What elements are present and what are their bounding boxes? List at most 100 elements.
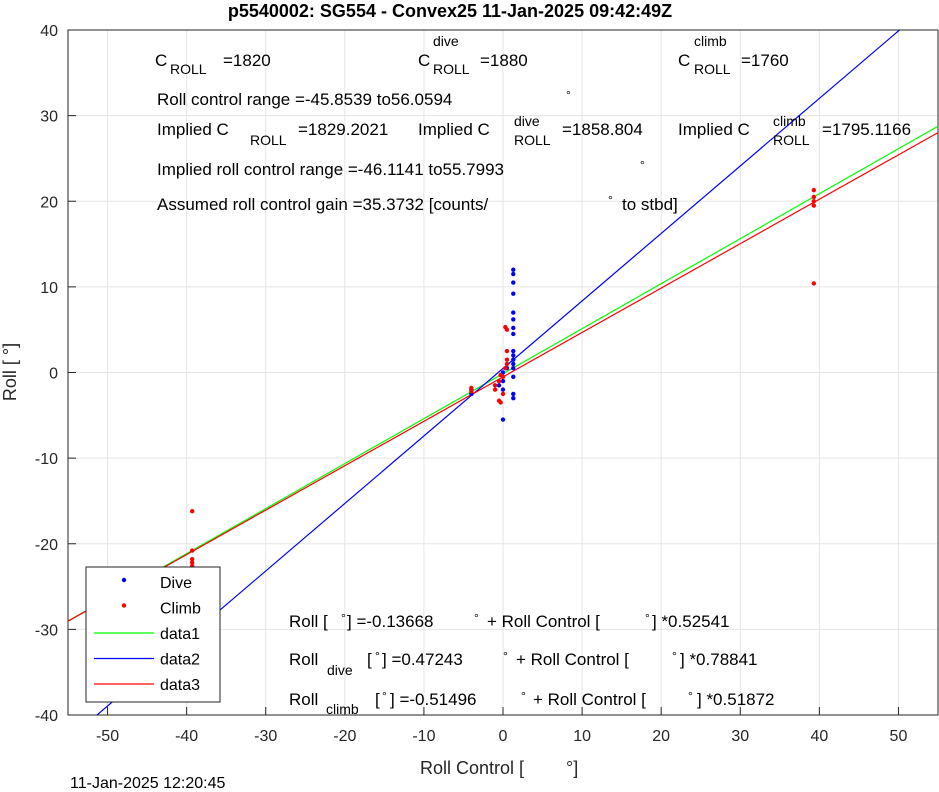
data-point xyxy=(511,374,516,379)
annotation: dive xyxy=(433,33,459,49)
annotation: Roll xyxy=(289,650,318,669)
annotation: Roll [ xyxy=(289,612,328,631)
annotation: Implied C xyxy=(678,120,750,139)
axes-box xyxy=(67,29,939,716)
annotation: Roll control range =-45.8539 to56.0594 xyxy=(157,90,452,109)
annotation: ° xyxy=(503,649,508,663)
data-point xyxy=(500,378,506,384)
data-point xyxy=(500,417,506,422)
data-point xyxy=(492,387,498,392)
data-point xyxy=(511,357,516,362)
legend-swatch xyxy=(121,577,127,583)
annotation: ] *0.51872 xyxy=(697,690,775,709)
chart-title: p5540002: SG554 - Convex25 11-Jan-2025 0… xyxy=(228,1,672,21)
data-point xyxy=(511,271,516,277)
annotation: ° xyxy=(375,649,380,663)
annotation: Implied roll control range =-46.1141 to5… xyxy=(157,160,504,179)
annotation: [ xyxy=(375,690,380,709)
data-point xyxy=(511,280,516,285)
x-tick-label: 50 xyxy=(890,728,908,745)
data-point xyxy=(492,383,498,388)
annotation: =1795.1166 xyxy=(822,120,911,139)
data-point xyxy=(511,395,516,401)
x-tick-label: -30 xyxy=(254,728,277,745)
legend-label: data2 xyxy=(160,652,200,669)
annotation: ° xyxy=(566,88,571,102)
annotation: C xyxy=(678,51,690,70)
data-point xyxy=(811,203,817,208)
y-tick-label: -30 xyxy=(35,622,58,639)
annotation: Roll xyxy=(289,690,318,709)
annotation: C xyxy=(418,51,430,70)
data-point xyxy=(469,385,474,391)
x-tick-label: 20 xyxy=(652,728,670,745)
y-tick-label: 0 xyxy=(49,366,58,383)
annotation: ROLL xyxy=(250,132,287,148)
annotation: ROLL xyxy=(694,61,731,77)
data-point xyxy=(511,310,516,315)
annotation: ° xyxy=(688,689,693,703)
data-point xyxy=(189,509,195,514)
data-point xyxy=(504,361,510,367)
annotation: ] *0.52541 xyxy=(652,612,730,631)
data-point xyxy=(496,383,502,388)
legend-swatch xyxy=(121,603,127,608)
y-tick-label: 40 xyxy=(40,23,58,40)
y-tick-label: 30 xyxy=(40,109,58,126)
data-point xyxy=(511,267,516,272)
annotation: ROLL xyxy=(170,61,207,77)
annotation: =1858.804 xyxy=(562,120,643,139)
annotation: climb xyxy=(694,33,727,49)
annotation: climb xyxy=(773,113,806,129)
annotation: ° xyxy=(640,158,645,172)
legend-label: Dive xyxy=(160,575,192,592)
annotation: ] =-0.13668 xyxy=(347,612,434,631)
data-point xyxy=(511,391,516,397)
annotation: ] =0.47243 xyxy=(382,650,463,669)
annotation: ROLL xyxy=(433,61,470,77)
annotation: + Roll Control [ xyxy=(533,690,646,709)
footer: 11-Jan-2025 12:20:45 xyxy=(70,775,225,792)
y-axis-label: Roll [ °] xyxy=(0,343,20,401)
x-tick-label: -20 xyxy=(333,728,356,745)
data-point xyxy=(189,556,195,562)
annotation: =1829.2021 xyxy=(298,120,388,139)
annotation: ° xyxy=(382,689,387,703)
annotation: ° xyxy=(608,193,613,207)
legend-box xyxy=(85,566,221,703)
legend-label: Climb xyxy=(160,601,201,618)
annotation: ] =-0.51496 xyxy=(390,690,477,709)
x-tick-label: 10 xyxy=(573,728,591,745)
annotation: ROLL xyxy=(514,132,551,148)
annotation: Implied C xyxy=(418,120,490,139)
data-point xyxy=(498,372,503,378)
data-point xyxy=(811,187,817,193)
x-tick-label: -10 xyxy=(412,728,435,745)
annotation: ° xyxy=(521,689,526,703)
x-tick-label: 0 xyxy=(499,728,508,745)
data-point xyxy=(511,366,516,371)
annotation: C xyxy=(155,51,167,70)
data-point xyxy=(811,199,817,204)
annotation: [ xyxy=(367,650,372,669)
annotation: ° xyxy=(645,611,650,625)
annotation: dive xyxy=(327,662,353,678)
annotation: Assumed roll control gain =35.3732 [coun… xyxy=(157,195,489,214)
annotation: to stbd] xyxy=(622,195,678,214)
annotation: + Roll Control [ xyxy=(487,612,600,631)
data-point xyxy=(504,327,510,332)
data-point xyxy=(504,348,510,354)
x-axis-label: Roll Control [ xyxy=(420,758,524,778)
data-point xyxy=(496,398,502,403)
y-tick-label: 20 xyxy=(40,194,58,211)
x-axis-label: °] xyxy=(566,758,578,778)
data-point xyxy=(189,548,195,553)
data-point xyxy=(511,348,516,354)
annotation: ° xyxy=(341,611,346,625)
annotation: =1760 xyxy=(741,51,789,70)
annotation: climb xyxy=(326,701,359,717)
data-point xyxy=(811,281,817,286)
annotation: =1820 xyxy=(223,51,271,70)
data-point xyxy=(811,194,817,200)
